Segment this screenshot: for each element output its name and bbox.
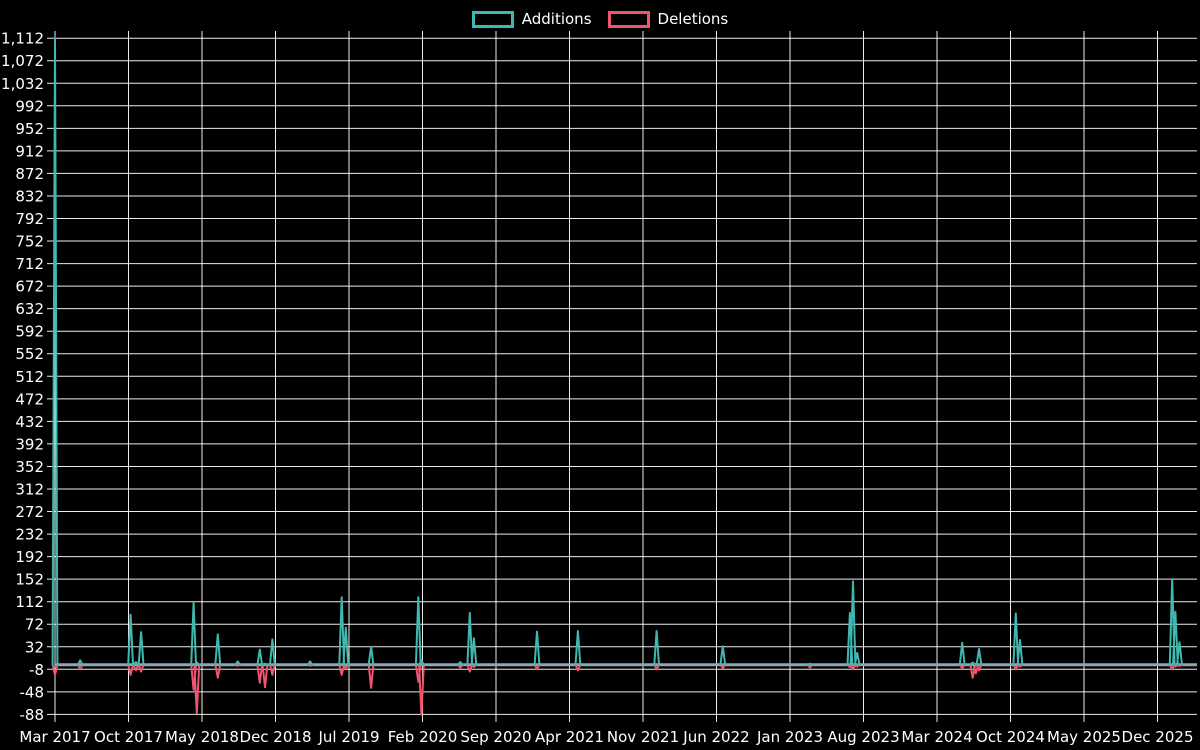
svg-text:Nov 2021: Nov 2021 bbox=[607, 728, 679, 746]
svg-text:Apr 2021: Apr 2021 bbox=[535, 728, 604, 746]
x-axis-labels: Mar 2017 Oct 2017 May 2018 Dec 2018 Jul 2019… bbox=[19, 728, 1193, 746]
svg-text:432: 432 bbox=[15, 413, 44, 431]
deletions-swatch-icon bbox=[607, 10, 650, 28]
deletions-legend-label: Deletions bbox=[657, 10, 729, 28]
svg-text:Dec 2018: Dec 2018 bbox=[240, 728, 312, 746]
svg-text:232: 232 bbox=[15, 526, 44, 544]
horizontal-gridlines bbox=[47, 37, 1197, 715]
svg-text:752: 752 bbox=[15, 233, 44, 251]
svg-text:32: 32 bbox=[25, 638, 44, 656]
svg-text:72: 72 bbox=[25, 616, 44, 634]
svg-text:672: 672 bbox=[15, 278, 44, 296]
svg-text:-48: -48 bbox=[20, 683, 45, 701]
svg-text:Sep 2020: Sep 2020 bbox=[460, 728, 531, 746]
svg-text:712: 712 bbox=[15, 255, 44, 273]
svg-text:952: 952 bbox=[15, 120, 44, 138]
svg-text:112: 112 bbox=[15, 593, 44, 611]
svg-text:Jul 2019: Jul 2019 bbox=[317, 728, 379, 746]
deletions-line bbox=[51, 663, 1183, 716]
svg-text:-8: -8 bbox=[29, 661, 44, 679]
additions-swatch-icon bbox=[471, 10, 514, 28]
svg-text:May 2025: May 2025 bbox=[1047, 728, 1121, 746]
svg-text:1,112: 1,112 bbox=[1, 30, 44, 48]
svg-text:912: 912 bbox=[15, 142, 44, 160]
svg-text:1,032: 1,032 bbox=[1, 75, 44, 93]
svg-text:472: 472 bbox=[15, 390, 44, 408]
legend-item-additions: Additions bbox=[471, 10, 592, 28]
legend-item-deletions: Deletions bbox=[607, 10, 729, 28]
svg-text:Dec 2025: Dec 2025 bbox=[1122, 728, 1194, 746]
svg-text:352: 352 bbox=[15, 458, 44, 476]
svg-text:312: 312 bbox=[15, 480, 44, 498]
svg-text:Mar 2017: Mar 2017 bbox=[19, 728, 90, 746]
svg-text:512: 512 bbox=[15, 368, 44, 386]
svg-text:872: 872 bbox=[15, 165, 44, 183]
svg-text:Jan 2023: Jan 2023 bbox=[756, 728, 823, 746]
svg-text:992: 992 bbox=[15, 97, 44, 115]
svg-text:Feb 2020: Feb 2020 bbox=[388, 728, 458, 746]
svg-text:192: 192 bbox=[15, 548, 44, 566]
svg-text:832: 832 bbox=[15, 187, 44, 205]
svg-text:1,072: 1,072 bbox=[1, 52, 44, 70]
svg-text:Oct 2017: Oct 2017 bbox=[94, 728, 163, 746]
svg-text:552: 552 bbox=[15, 345, 44, 363]
vertical-gridlines bbox=[54, 31, 1158, 722]
svg-text:792: 792 bbox=[15, 210, 44, 228]
svg-text:Oct 2024: Oct 2024 bbox=[976, 728, 1045, 746]
svg-text:Aug 2023: Aug 2023 bbox=[827, 728, 899, 746]
svg-text:272: 272 bbox=[15, 503, 44, 521]
svg-text:592: 592 bbox=[15, 323, 44, 341]
svg-text:632: 632 bbox=[15, 300, 44, 318]
svg-text:152: 152 bbox=[15, 571, 44, 589]
svg-text:392: 392 bbox=[15, 435, 44, 453]
svg-text:Jun 2022: Jun 2022 bbox=[682, 728, 749, 746]
chart-legend: Additions Deletions bbox=[0, 8, 1200, 30]
svg-text:Mar 2024: Mar 2024 bbox=[901, 728, 972, 746]
additions-line bbox=[51, 37, 1183, 666]
y-axis-labels: -88 -48 -8 32 72 112 152 192 232 272 312 352 392 432 4… bbox=[1, 30, 44, 724]
svg-text:May 2018: May 2018 bbox=[165, 728, 239, 746]
svg-text:-88: -88 bbox=[20, 706, 45, 724]
additions-legend-label: Additions bbox=[521, 10, 592, 28]
